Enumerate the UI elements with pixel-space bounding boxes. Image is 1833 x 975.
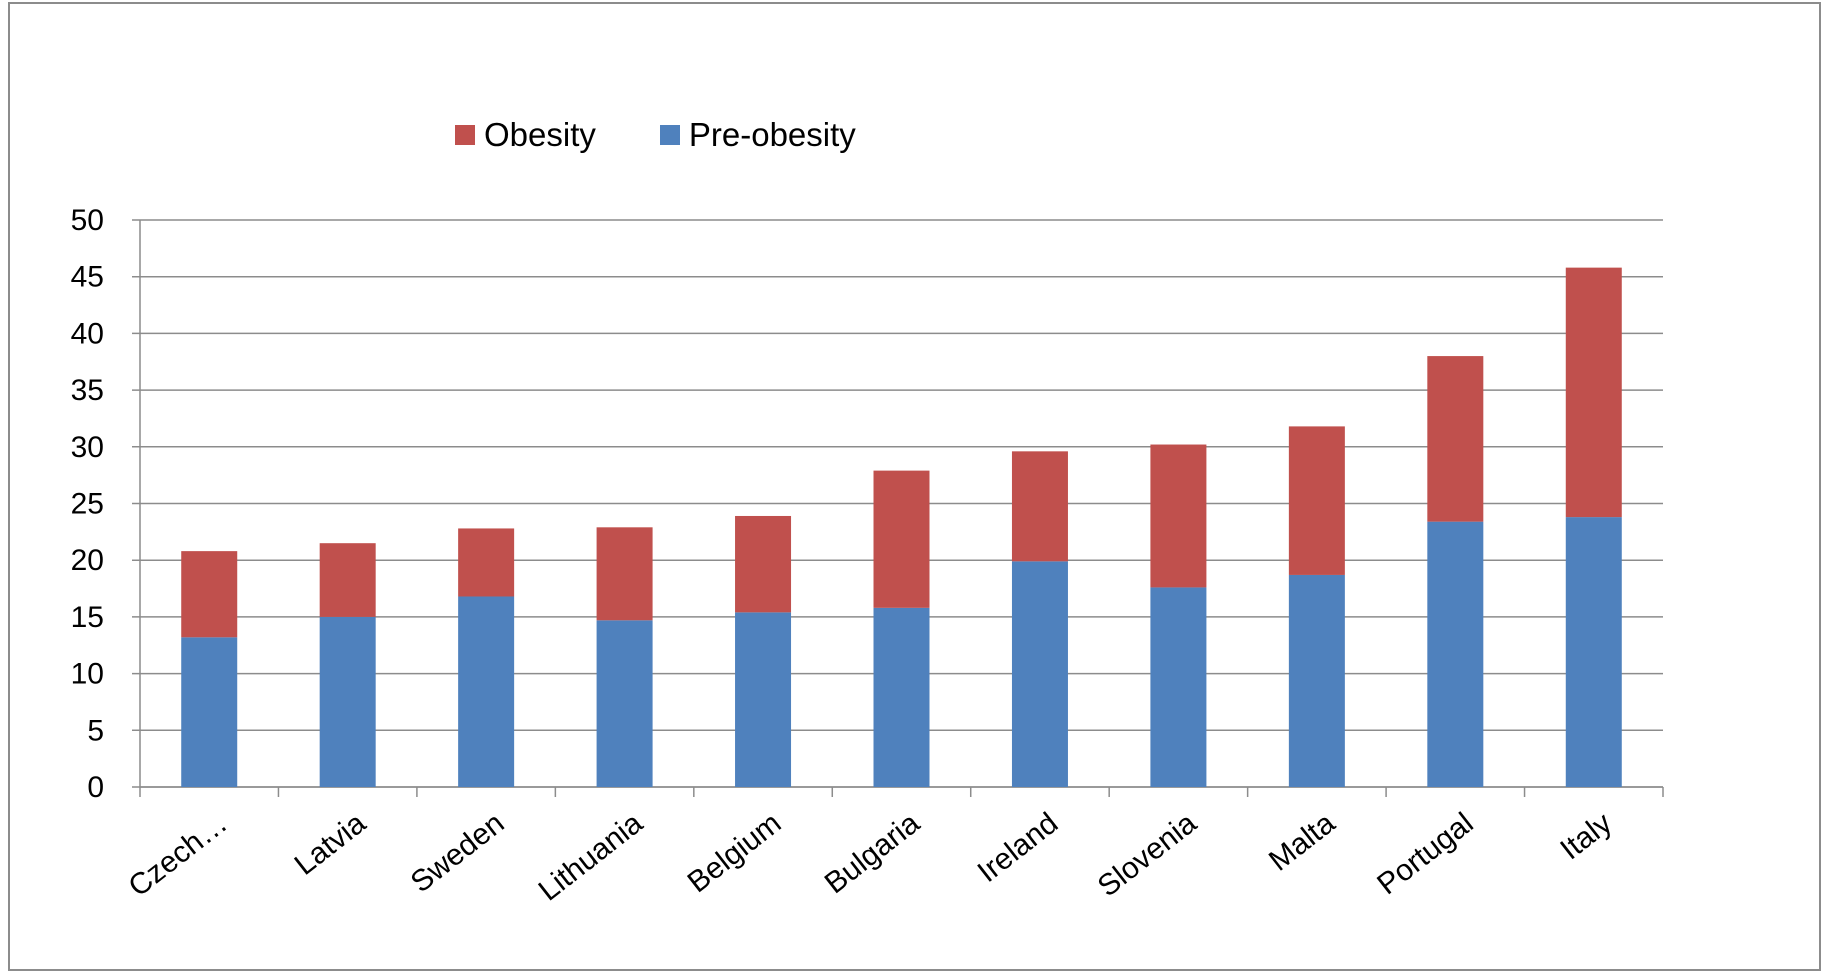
x-tick-label: Italy (1554, 807, 1618, 867)
x-tick-label: Sweden (405, 807, 511, 900)
y-tick-label: 10 (71, 658, 104, 691)
x-tick-label: Malta (1263, 806, 1341, 877)
bar-obesity (1150, 444, 1207, 588)
y-tick-label: 0 (87, 771, 104, 804)
legend-item-pre-obesity: Pre-obesity (659, 116, 856, 154)
bar-obesity (1427, 356, 1484, 522)
y-tick-label: 5 (87, 714, 104, 747)
legend-swatch-obesity (455, 125, 475, 145)
bar-obesity (458, 528, 515, 597)
x-tick-label: Ireland (972, 807, 1065, 889)
bar-obesity (1565, 267, 1622, 518)
chart-legend: Obesity Pre-obesity (455, 116, 920, 154)
bar-pre-obesity (1150, 587, 1207, 787)
legend-label-pre-obesity: Pre-obesity (688, 116, 856, 153)
legend-item-obesity: Obesity (455, 116, 596, 154)
y-tick-label: 45 (71, 261, 104, 294)
bar-pre-obesity (458, 596, 515, 787)
x-tick-label: Lithuania (533, 806, 650, 907)
x-tick-label: Slovenia (1092, 806, 1203, 903)
bar-pre-obesity (1565, 517, 1622, 787)
bar-obesity (1011, 451, 1068, 562)
bar-pre-obesity (1427, 521, 1484, 787)
y-tick-label: 50 (71, 204, 104, 237)
bar-pre-obesity (1288, 574, 1345, 787)
y-tick-label: 20 (71, 544, 104, 577)
x-tick-label: Czech… (123, 807, 234, 904)
bar-pre-obesity (596, 620, 653, 787)
x-tick-label: Latvia (289, 806, 373, 881)
bar-obesity (181, 551, 238, 638)
bar-pre-obesity (735, 612, 792, 787)
legend-label-obesity: Obesity (484, 116, 596, 153)
x-tick-label: Bulgaria (819, 806, 926, 900)
bar-obesity (319, 543, 376, 617)
y-tick-label: 15 (71, 601, 104, 634)
bar-obesity (1288, 426, 1345, 575)
x-tick-label: Belgium (682, 807, 788, 900)
bar-obesity (596, 527, 653, 621)
x-tick-label: Portugal (1371, 807, 1479, 902)
legend-swatch-pre-obesity (659, 125, 680, 145)
bar-pre-obesity (1011, 561, 1068, 787)
bar-pre-obesity (319, 616, 376, 787)
y-tick-label: 35 (71, 374, 104, 407)
bar-pre-obesity (873, 607, 930, 787)
bar-obesity (873, 470, 930, 608)
y-tick-label: 25 (71, 488, 104, 521)
y-tick-label: 40 (71, 317, 104, 350)
y-tick-label: 30 (71, 431, 104, 464)
bar-pre-obesity (181, 637, 238, 787)
bar-obesity (735, 515, 792, 613)
